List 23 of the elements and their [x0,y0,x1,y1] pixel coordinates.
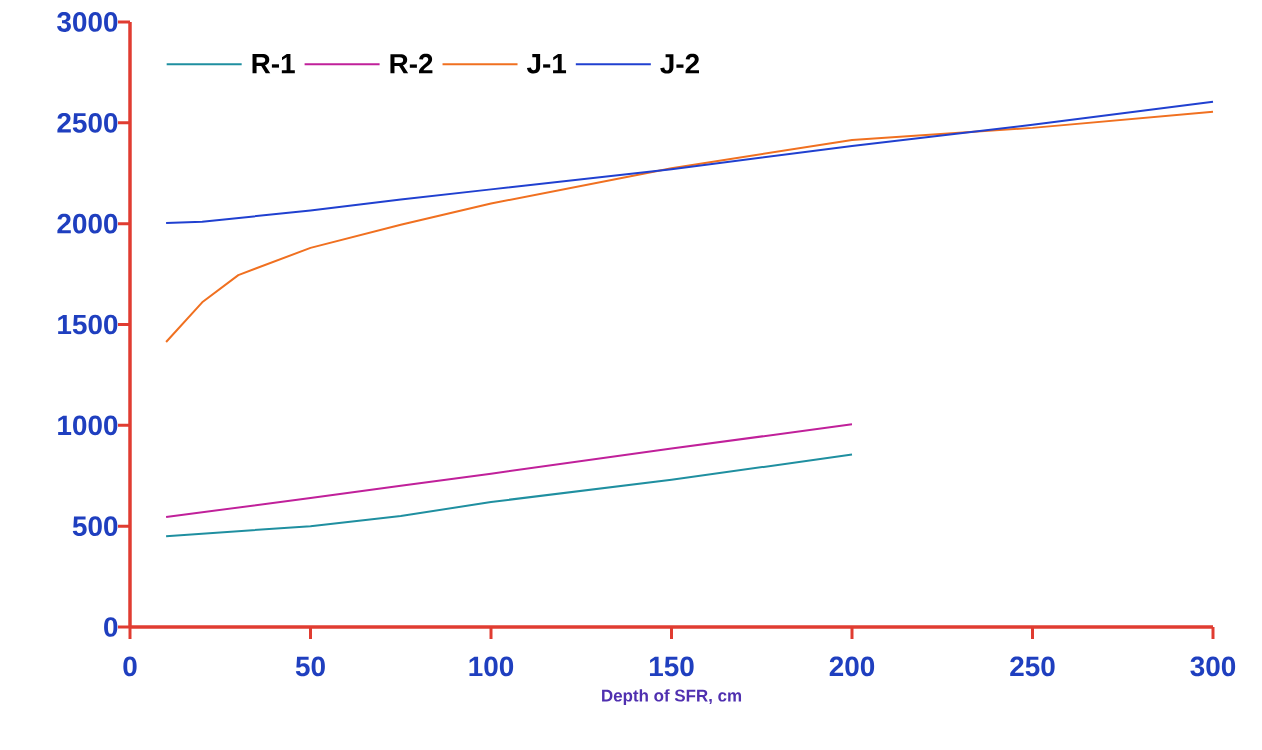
x-tick-label: 100 [469,656,514,677]
x-tick-label: 200 [829,656,875,677]
y-tick-label: 1500 [58,314,118,335]
legend-label: J-2 [660,53,699,74]
y-tick-label: 1000 [58,415,118,436]
line-series [165,100,1214,225]
y-tick-label: 2000 [57,213,118,234]
x-tick-label: 50 [295,656,325,677]
line-series [165,423,853,519]
x-axis-title: Depth of SFR, cm [602,689,742,705]
line-series [165,453,853,538]
x-tick-label: 250 [1010,656,1055,677]
y-tick-label: 0 [104,617,118,637]
line-series [165,110,1214,344]
legend-label: R-2 [390,53,433,74]
legend-label: J-1 [526,54,567,74]
y-tick-label: 2500 [57,112,118,133]
x-tick-label: 150 [649,656,694,677]
x-tick-label: 300 [1190,656,1236,677]
y-tick-label: 3000 [57,12,118,32]
y-tick-label: 500 [72,516,118,537]
legend-label: R-1 [252,54,295,74]
x-tick-label: 0 [123,656,137,677]
